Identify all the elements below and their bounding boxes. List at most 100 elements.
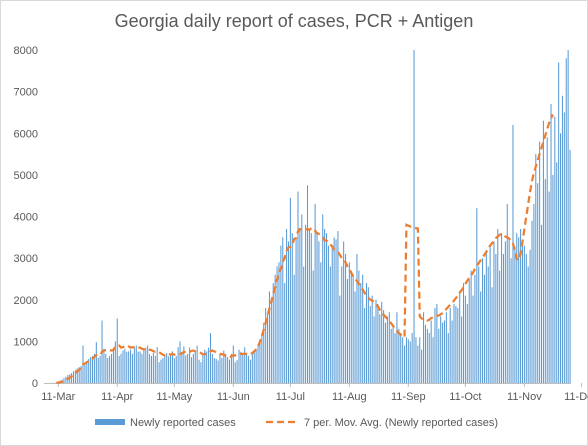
bar [192,353,194,383]
bar [238,349,240,383]
bar [544,179,546,383]
bar [156,347,158,383]
bar [324,228,326,383]
bar [190,357,192,383]
x-tick-label: 11-Jun [217,391,250,403]
bar [404,345,406,383]
x-tick-label: 11-Jul [276,391,305,403]
bar [432,337,434,383]
bar [373,316,375,383]
bar [185,355,187,383]
bar [445,312,447,383]
legend-swatch-bars [95,419,125,425]
bar [476,208,478,383]
bar [440,316,442,383]
bar [341,266,343,383]
bar [550,104,552,384]
bar [497,228,499,383]
bar [556,162,558,383]
bar [421,349,423,383]
bar [413,50,415,383]
bar [316,233,318,383]
y-tick-label: 6000 [14,128,38,140]
bar [272,283,274,383]
bar [126,351,128,383]
bar [211,353,213,383]
bar [297,191,299,383]
bar [535,154,537,383]
bar [518,237,520,383]
bar [472,295,474,383]
bar [567,50,569,383]
bar [402,337,404,383]
bar [314,204,316,383]
bar [436,303,438,383]
bar [76,368,78,383]
bar [289,197,291,383]
bar [230,353,232,383]
x-tick-label: 11-Aug [332,391,367,403]
bar [392,324,394,383]
bar [90,357,92,383]
bar [531,220,533,383]
bar [367,287,369,383]
bar [141,353,143,383]
bar [489,245,491,383]
bar [149,353,151,383]
bar [461,316,463,383]
bar [270,299,272,383]
bar-series [44,50,571,384]
bar [74,370,76,383]
bar [213,358,215,383]
bar [301,214,303,383]
bar [228,359,231,383]
bar [65,376,67,383]
bar [508,237,510,383]
bar [514,249,516,383]
bar [480,291,482,383]
bar [310,233,312,383]
bar [274,274,276,383]
bar [569,149,571,383]
bar [278,262,280,383]
bar [400,333,402,383]
bar [339,295,341,383]
bar [169,353,172,383]
bar [365,283,368,383]
bar [501,233,503,383]
bar [419,337,421,383]
bar [248,355,250,383]
bar [478,266,480,383]
bar [352,274,354,383]
bar [468,278,470,383]
bar [208,347,210,383]
y-tick-label: 4000 [14,212,38,224]
bar [164,354,166,383]
bar [539,141,541,383]
bar [179,341,181,384]
y-tick-label: 1000 [14,336,38,348]
y-tick-label: 3000 [14,253,38,265]
bar [71,373,73,383]
bar [88,358,90,383]
bar [128,351,130,383]
bar [335,239,337,383]
bar [139,351,141,383]
bar [137,351,139,383]
bar [337,231,339,383]
bar [171,351,173,383]
bar [152,353,154,383]
bar [223,350,225,383]
bar [527,266,529,383]
bar [502,253,504,383]
bar [299,228,301,383]
bar [565,58,567,383]
bar [546,137,548,383]
bar [131,353,133,383]
bar [521,241,524,383]
bar [537,183,539,383]
bar [388,312,390,383]
bar [356,253,358,383]
bar [396,312,398,383]
bar [482,258,484,384]
